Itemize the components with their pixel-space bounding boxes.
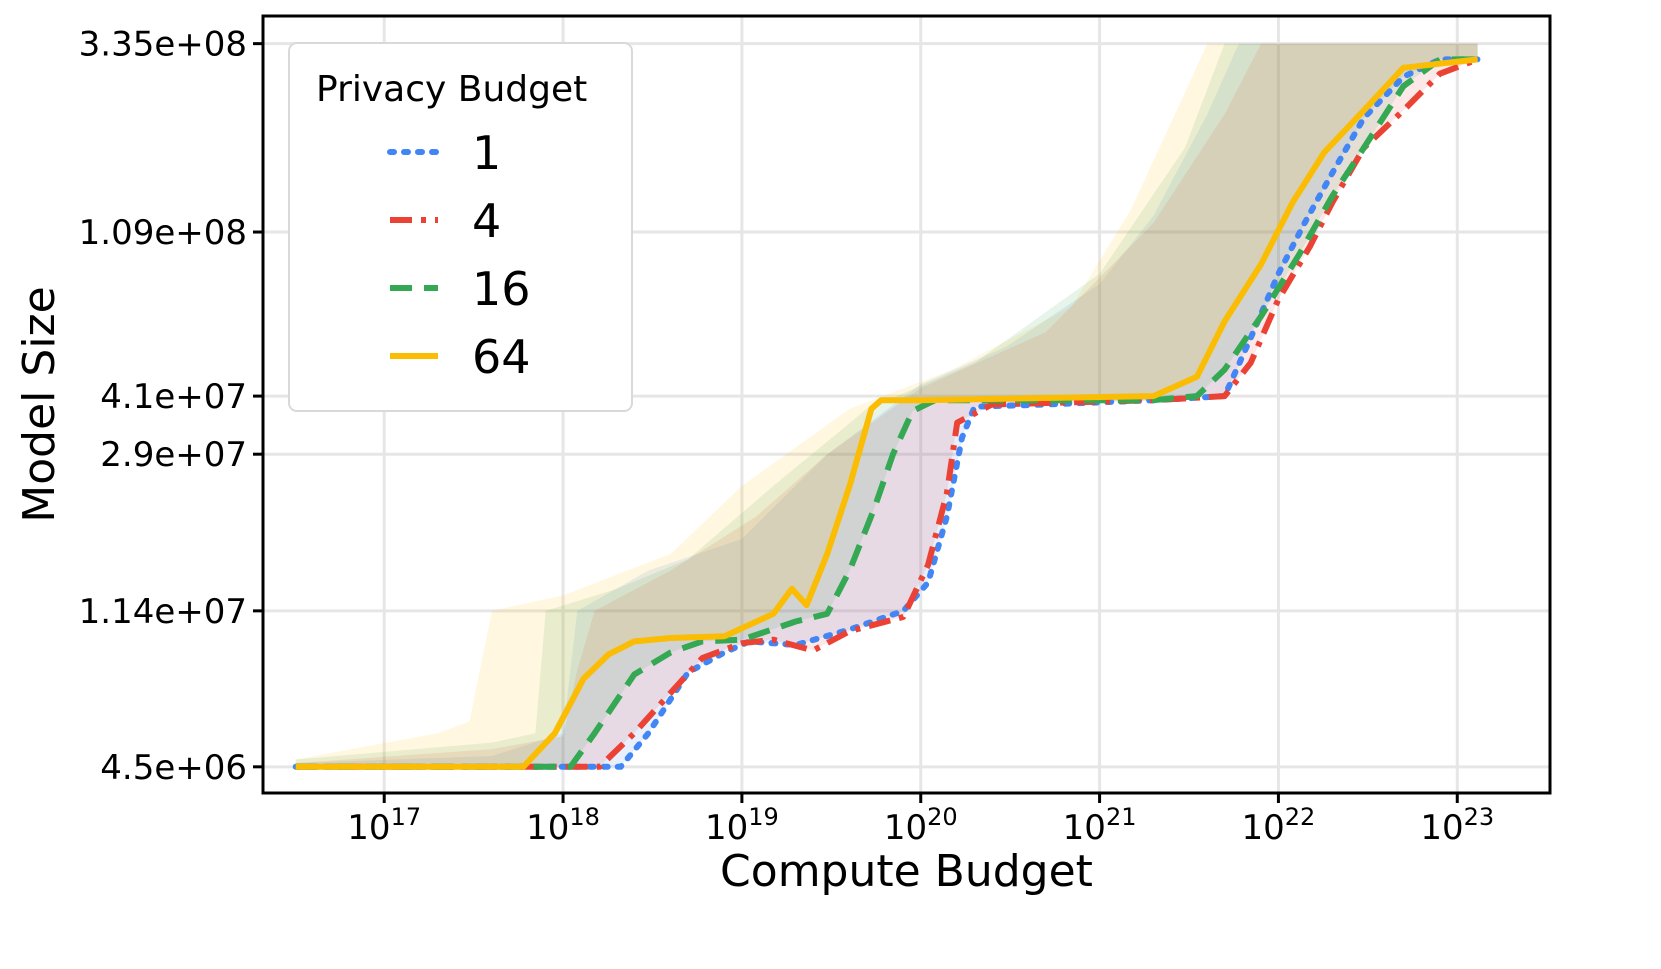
legend: Privacy Budget 1 4 16 64: [288, 42, 633, 412]
series-line-1: [292, 56, 1481, 770]
legend-label-4: 4: [472, 194, 501, 248]
y-tick-label: 1.09e+08: [79, 213, 247, 253]
x-tick-label: 1019: [705, 803, 779, 848]
legend-title: Privacy Budget: [316, 69, 587, 110]
series-lines: [292, 56, 1481, 770]
x-tick-label: 1020: [884, 803, 958, 848]
confidence-bands: [295, 43, 1478, 767]
series-line-16: [295, 56, 1478, 770]
x-tick-label: 1021: [1063, 803, 1137, 848]
legend-items: 1 4 16 64: [387, 126, 531, 384]
series-band-1: [295, 43, 1478, 767]
legend-label-64: 64: [472, 330, 531, 384]
series-band-16: [295, 43, 1478, 767]
y-tick-label: 3.35e+08: [79, 25, 247, 65]
y-tick-label: 2.9e+07: [100, 435, 247, 475]
y-tick-label: 4.1e+07: [100, 377, 247, 417]
series-line-64: [295, 56, 1478, 770]
x-tick-label: 1017: [347, 803, 421, 848]
series-band-64: [295, 43, 1478, 767]
legend-label-16: 16: [472, 262, 531, 316]
x-tick-label: 1022: [1242, 803, 1316, 848]
x-tick-label: 1023: [1420, 803, 1494, 848]
plot-frame: [261, 14, 1552, 795]
series-band-4: [295, 43, 1478, 767]
y-tick-label: 4.5e+06: [100, 748, 247, 788]
legend-label-1: 1: [472, 126, 501, 180]
y-axis-title: Model Size: [14, 286, 65, 522]
tick-labels: 1017 1018 1019 1020 1021 1022 1023 4.5e+06 1.14e…: [79, 25, 1495, 848]
legend-box: [288, 42, 633, 412]
x-axis-title: Compute Budget: [720, 846, 1093, 897]
y-tick-label: 1.14e+07: [79, 592, 247, 632]
x-tick-label: 1018: [526, 803, 600, 848]
